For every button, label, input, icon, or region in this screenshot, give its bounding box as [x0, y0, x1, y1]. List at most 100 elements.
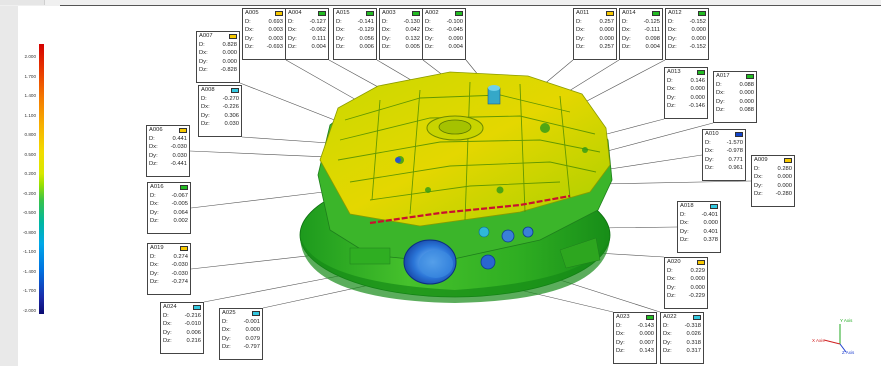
callout-row: D: 0.828: [199, 41, 237, 50]
callout-row-label: Dx:: [576, 27, 585, 34]
callout-row-value: -0.274: [171, 279, 188, 286]
callout-a009[interactable]: A009 D: 0.280 Dx: 0.000 Dy: 0.000 Dz: -0.280: [751, 155, 795, 207]
callout-row-value: -0.318: [684, 322, 701, 329]
callout-row-value: 0.828: [222, 41, 237, 48]
callout-row-value: -0.693: [266, 44, 283, 51]
deviation-color-swatch: [231, 87, 239, 93]
callout-row: Dz: 0.005: [382, 43, 420, 52]
leader-line: [595, 122, 714, 155]
callout-a010[interactable]: A010 D: -1.570 Dx: -0.978 Dy: 0.771 Dz: 0.961: [702, 129, 746, 181]
callout-a018[interactable]: A018 D: -0.401 Dx: 0.000 Dy: 0.401 Dz: 0.378: [677, 201, 721, 253]
callout-a014[interactable]: A014 D: -0.125 Dx: -0.111 Dy: 0.098 Dz: 0.004: [619, 8, 663, 60]
callout-row: Dy: 0.771: [705, 156, 743, 165]
callout-row: Dy: -0.030: [150, 270, 188, 279]
callout-row: D: 0.229: [667, 267, 705, 276]
callout-row: D: -0.216: [163, 312, 201, 321]
callout-row: Dy: 0.000: [716, 98, 754, 107]
callout-row-label: Dy:: [680, 228, 689, 235]
callout-row-value: 0.000: [777, 174, 792, 181]
callout-row: Dx: 0.000: [576, 26, 614, 35]
callout-a020[interactable]: A020 D: 0.229 Dx: 0.000 Dy: 0.000 Dz: -0.229: [664, 257, 708, 309]
callout-row-value: 0.056: [359, 35, 374, 42]
callout-row-label: Dx:: [288, 27, 297, 34]
callout-row: D: -0.152: [668, 18, 706, 27]
callout-a025[interactable]: A025 D: -0.001 Dx: 0.000 Dy: 0.079 Dz: -0.797: [219, 308, 263, 360]
callout-a022[interactable]: A022 D: -0.318 Dx: 0.026 Dy: 0.318 Dz: 0.317: [660, 312, 704, 364]
callout-a017[interactable]: A017 D: 0.088 Dx: 0.000 Dy: 0.000 Dz: 0.088: [713, 71, 757, 123]
callout-row-label: Dy:: [667, 284, 676, 291]
callout-row: Dx: -0.226: [201, 103, 239, 112]
scale-tick-label: 0.200: [24, 171, 37, 176]
callout-a004[interactable]: A004 D: -0.127 Dx: -0.062 Dy: 0.111 Dz: 0.004: [285, 8, 329, 60]
callout-a023[interactable]: A023 D: -0.143 Dx: 0.000 Dy: 0.007 Dz: 0.143: [613, 312, 657, 364]
callout-a012[interactable]: A012 D: -0.152 Dx: 0.000 Dy: 0.000 Dz: -0.152: [665, 8, 709, 60]
callout-row: D: -0.125: [622, 18, 660, 27]
callout-row-label: Dz:: [716, 107, 725, 114]
callout-row-value: 0.693: [268, 18, 283, 25]
callout-row-label: D:: [705, 139, 711, 146]
callout-row: Dz: 0.004: [425, 43, 463, 52]
callout-row-value: -0.978: [726, 148, 743, 155]
callout-row-value: -0.141: [357, 18, 374, 25]
callout-row-label: Dz:: [150, 218, 159, 225]
callout-row: D: 0.441: [149, 135, 187, 144]
top-toolbar: [0, 0, 881, 6]
callout-a005[interactable]: A005 D: 0.693 Dx: 0.003 Dy: 0.003 Dz: -0.693: [242, 8, 286, 60]
callout-row-value: 0.088: [739, 107, 754, 114]
callout-a003[interactable]: A003 D: -0.130 Dx: 0.042 Dy: 0.132 Dz: 0.005: [379, 8, 423, 60]
callout-row: D: -0.100: [425, 18, 463, 27]
deviation-color-swatch: [252, 310, 260, 316]
callout-a002[interactable]: A002 D: -0.100 Dx: -0.045 Dy: 0.090 Dz: 0.004: [422, 8, 466, 60]
callout-a024[interactable]: A024 D: -0.216 Dx: -0.010 Dy: 0.006 Dz: 0.216: [160, 302, 204, 354]
callout-row-value: -0.152: [689, 18, 706, 25]
callout-a011[interactable]: A011 D: 0.257 Dx: 0.000 Dy: 0.000 Dz: 0.257: [573, 8, 617, 60]
view-tab[interactable]: [0, 0, 45, 5]
callout-row: Dx: 0.000: [616, 330, 654, 339]
callout-row: Dx: 0.042: [382, 26, 420, 35]
callout-row-value: 0.002: [173, 218, 188, 225]
callout-row: D: 0.146: [667, 77, 705, 86]
callout-row-label: Dy:: [245, 35, 254, 42]
callout-a008[interactable]: A008 D: -0.270 Dx: -0.226 Dy: 0.306 Dz: 0.030: [198, 85, 242, 137]
callout-row-label: Dz:: [576, 44, 585, 51]
callout-row: Dy: 0.056: [336, 35, 374, 44]
callout-row: D: 0.280: [754, 165, 792, 174]
callout-row-label: Dz:: [245, 44, 254, 51]
callout-id: A014: [622, 10, 636, 16]
deviation-color-swatch: [366, 10, 374, 16]
callout-a013[interactable]: A013 D: 0.146 Dx: 0.000 Dy: 0.000 Dz: -0.146: [664, 67, 708, 119]
callout-a007[interactable]: A007 D: 0.828 Dx: 0.000 Dy: 0.000 Dz: -0.828: [196, 31, 240, 83]
deviation-color-swatch: [784, 157, 792, 163]
callout-a015[interactable]: A015 D: -0.141 Dx: -0.129 Dy: 0.056 Dz: 0.006: [333, 8, 377, 60]
deviation-color-swatch: [179, 127, 187, 133]
callout-row: D: -0.001: [222, 318, 260, 327]
callout-row-label: D:: [163, 312, 169, 319]
callout-row-value: 0.143: [639, 348, 654, 355]
callout-id: A023: [616, 314, 630, 320]
callout-a006[interactable]: A006 D: 0.441 Dx: -0.030 Dy: 0.030 Dz: -0.441: [146, 125, 190, 177]
callout-id: A022: [663, 314, 677, 320]
callout-id: A019: [150, 245, 164, 251]
callout-row: Dz: -0.693: [245, 43, 283, 52]
callout-row-label: Dy:: [288, 35, 297, 42]
deviation-color-swatch: [275, 10, 283, 16]
deviation-color-swatch: [412, 10, 420, 16]
callout-id: A006: [149, 127, 163, 133]
scale-tick-label: -1.400: [22, 268, 36, 274]
callout-row: Dy: 0.000: [576, 35, 614, 44]
callout-row-label: Dy:: [616, 339, 625, 346]
callout-id: A004: [288, 10, 302, 16]
callout-row: Dx: -0.030: [149, 143, 187, 152]
deviation-color-swatch: [698, 10, 706, 16]
callout-a019[interactable]: A019 D: 0.274 Dx: -0.030 Dy: -0.030 Dz: -0.274: [147, 243, 191, 295]
callout-row-label: Dy:: [425, 35, 434, 42]
callout-row-label: Dz:: [150, 279, 159, 286]
callout-row: Dx: 0.000: [199, 49, 237, 58]
callout-row-value: -0.001: [243, 318, 260, 325]
callout-row-value: 0.000: [599, 35, 614, 42]
callout-row-value: 0.030: [224, 121, 239, 128]
callout-row: Dy: 0.064: [150, 209, 188, 218]
callout-row-label: D:: [622, 18, 628, 25]
callout-a016[interactable]: A016 D: -0.067 Dx: -0.005 Dy: 0.064 Dz: 0.002: [147, 182, 191, 234]
